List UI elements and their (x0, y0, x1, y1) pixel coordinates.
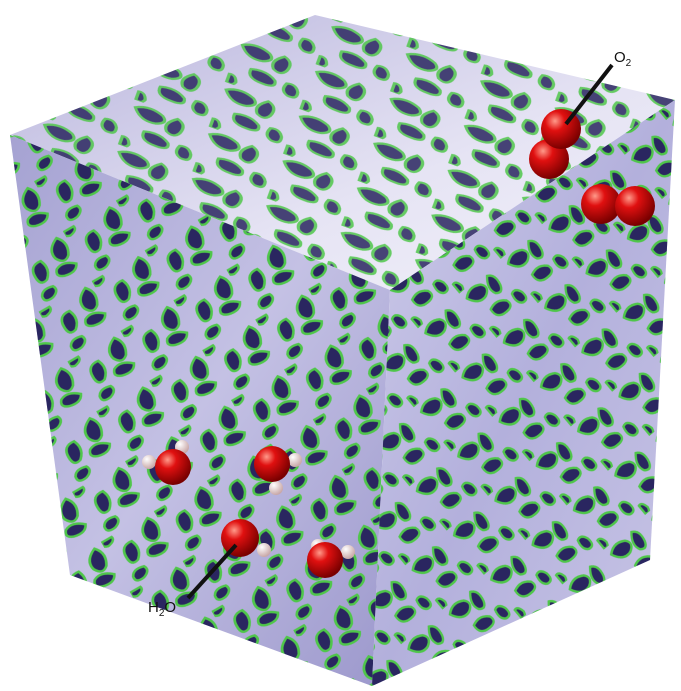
oxygen-atom (221, 519, 259, 557)
cube-left-pores (10, 135, 390, 686)
label-subscript: 2 (626, 58, 632, 69)
hydrogen-atom (142, 455, 156, 469)
hydrogen-atom (257, 543, 271, 557)
oxygen-atom (615, 186, 655, 226)
oxygen-atom (529, 139, 569, 179)
label-line (564, 63, 614, 126)
oxygen-molecules (529, 63, 655, 226)
label-line (186, 543, 238, 600)
label-text: O (164, 599, 176, 616)
hydrogen-atom (341, 545, 355, 559)
hydrogen-atom (288, 453, 302, 467)
label-subscript: 2 (159, 608, 165, 619)
oxygen-atom (254, 446, 290, 482)
hydrogen-atom (269, 481, 283, 495)
oxygen-atom (155, 449, 191, 485)
water-molecules (142, 440, 355, 600)
h2o-label: H2O (148, 599, 176, 619)
label-text: O (614, 49, 626, 66)
o2-label: O2 (614, 49, 632, 69)
oxygen-atom (307, 542, 343, 578)
label-text: H (148, 599, 159, 616)
cube-right-pores (372, 100, 675, 686)
cube (10, 15, 675, 686)
cube-top-pores (10, 15, 675, 290)
oxygen-atom (581, 184, 621, 224)
